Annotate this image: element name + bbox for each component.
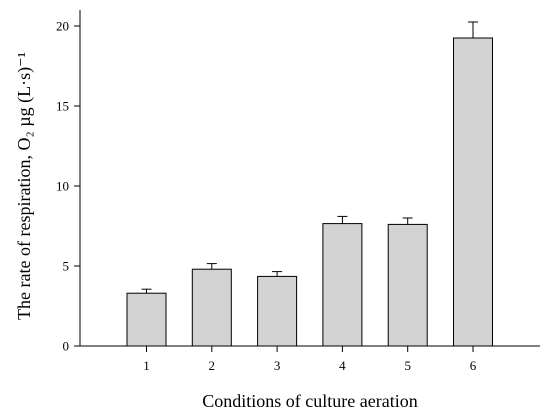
error-bars bbox=[141, 21, 478, 294]
x-tick-label: 3 bbox=[274, 358, 281, 373]
ticks: 0 5 10 15 20 1 2 3 4 5 6 bbox=[56, 19, 477, 374]
bar bbox=[322, 223, 363, 347]
y-tick-label: 5 bbox=[63, 259, 70, 274]
y-tick-label: 0 bbox=[63, 339, 70, 354]
x-tick-label: 1 bbox=[143, 358, 150, 373]
x-tick-label: 5 bbox=[404, 358, 411, 373]
bar bbox=[453, 37, 493, 347]
y-tick-label: 15 bbox=[56, 99, 69, 114]
bar bbox=[126, 292, 167, 347]
bar bbox=[191, 268, 232, 347]
bar bbox=[387, 223, 428, 347]
x-axis-title: Conditions of culture aeration bbox=[202, 391, 417, 411]
y-tick-label: 20 bbox=[56, 19, 69, 34]
axes bbox=[79, 10, 540, 347]
y-axis-title: The rate of respiration, O₂ µg (L·s)⁻¹ bbox=[14, 52, 35, 320]
x-tick-label: 4 bbox=[339, 358, 346, 373]
bar bbox=[257, 275, 298, 347]
x-tick-label: 6 bbox=[470, 358, 477, 373]
y-tick-label: 10 bbox=[56, 179, 69, 194]
x-tick-label: 2 bbox=[209, 358, 216, 373]
bars bbox=[126, 37, 493, 347]
